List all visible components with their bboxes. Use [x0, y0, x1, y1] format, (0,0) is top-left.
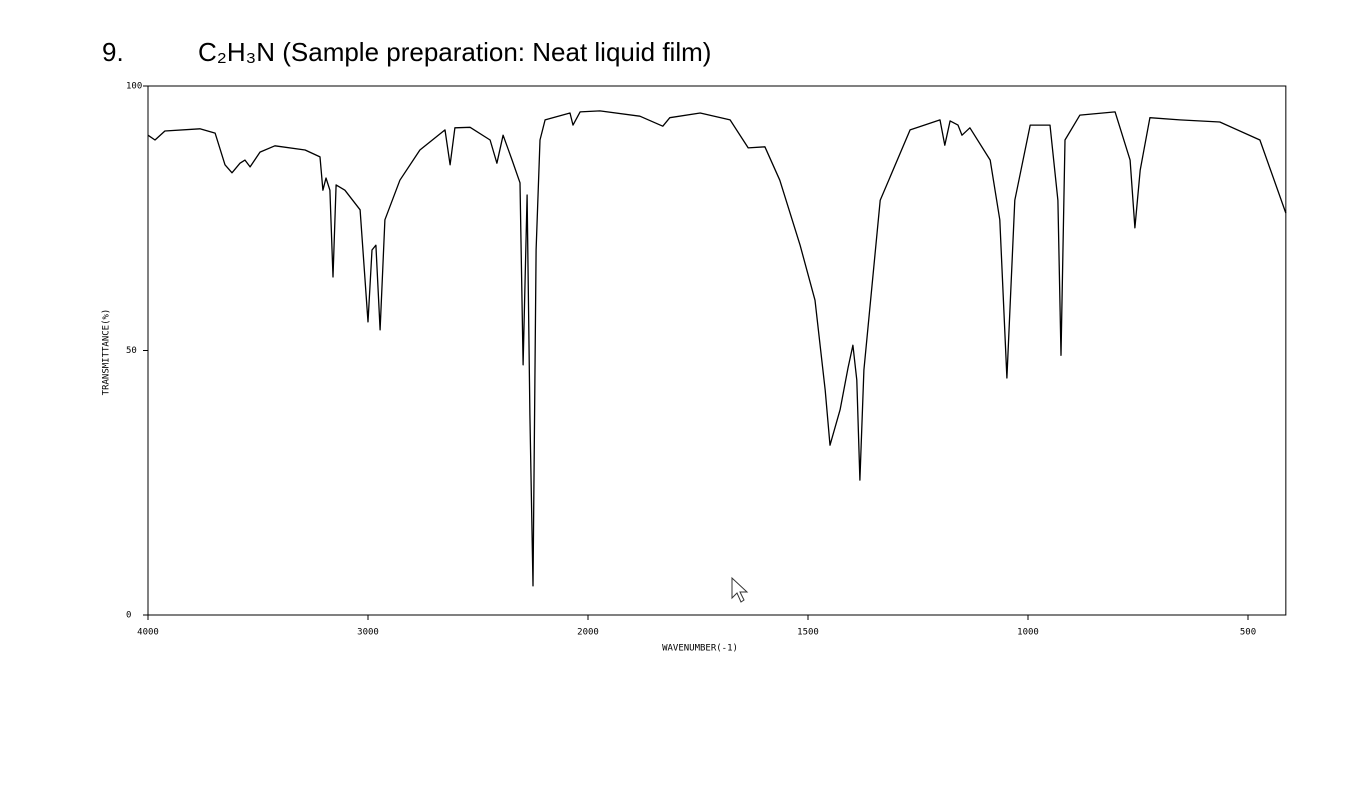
mouse-cursor [731, 576, 749, 603]
spectrum-line [147, 110, 1287, 587]
chart-title: C₂H₃N (Sample preparation: Neat liquid f… [198, 37, 711, 67]
x-tick-label: 1500 [797, 628, 819, 638]
y-tick-label: 100 [126, 82, 142, 92]
question-number: 9. [102, 37, 124, 67]
y-axis-label: TRANSMITTANCE(%) [102, 309, 112, 396]
x-tick-label: 4000 [137, 628, 159, 638]
plot-frame [147, 85, 1287, 616]
x-tick-label: 2000 [577, 628, 599, 638]
x-tick-label: 3000 [357, 628, 379, 638]
x-tick-label: 1000 [1017, 628, 1039, 638]
y-tick-label: 50 [126, 346, 137, 356]
x-tick-label: 500 [1240, 628, 1256, 638]
x-axis-label: WAVENUMBER(-1) [662, 644, 738, 654]
y-tick-label: 0 [126, 611, 131, 621]
